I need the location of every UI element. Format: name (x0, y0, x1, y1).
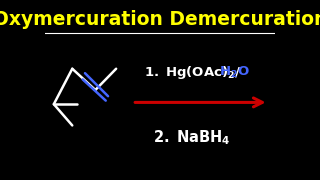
Text: $\mathbf{H_2O}$: $\mathbf{H_2O}$ (219, 65, 250, 80)
Text: $\mathbf{2.\ NaBH_4}$: $\mathbf{2.\ NaBH_4}$ (153, 129, 231, 147)
Text: $\mathbf{1.\ Hg(OAc)_2/}$: $\mathbf{1.\ Hg(OAc)_2/}$ (144, 64, 241, 81)
Text: Oxymercuration Demercuration: Oxymercuration Demercuration (0, 10, 320, 29)
